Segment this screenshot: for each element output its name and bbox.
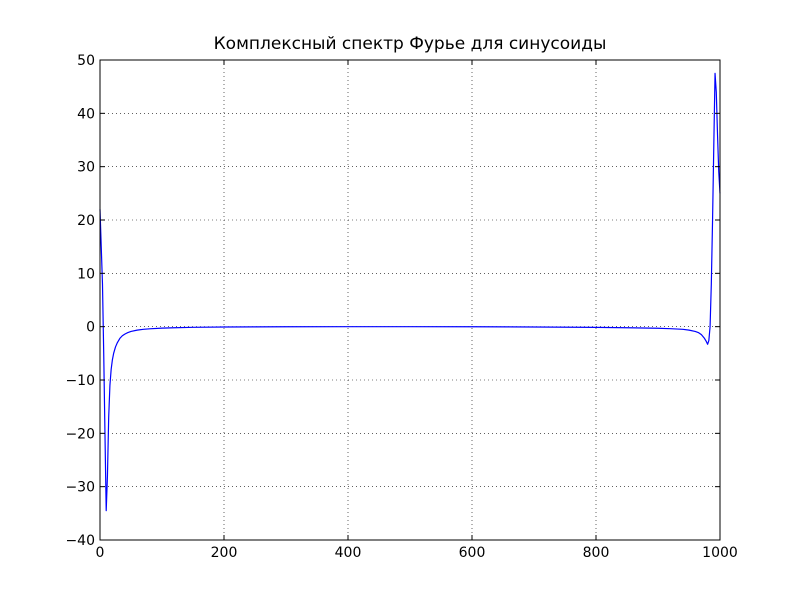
y-tick-label: −20 bbox=[65, 426, 95, 442]
x-tick-label: 800 bbox=[583, 545, 610, 561]
y-tick-label: −30 bbox=[65, 480, 95, 496]
series-layer bbox=[99, 72, 721, 512]
y-tick-label: −10 bbox=[65, 373, 95, 389]
x-tick-label: 200 bbox=[211, 545, 238, 561]
y-tick-label: 40 bbox=[77, 106, 95, 122]
x-tick-label: 1000 bbox=[702, 545, 738, 561]
series-line bbox=[99, 72, 721, 512]
y-tick-label: 30 bbox=[77, 160, 95, 176]
x-tick-label: 600 bbox=[459, 545, 486, 561]
y-tick-label: 0 bbox=[86, 320, 95, 336]
grid-layer bbox=[100, 60, 720, 540]
y-tick-label: 50 bbox=[77, 53, 95, 69]
y-tick-label: 10 bbox=[77, 266, 95, 282]
y-tick-label: 20 bbox=[77, 213, 95, 229]
chart-title: Комплексный спектр Фурье для синусоиды bbox=[214, 34, 607, 54]
x-tick-label: 400 bbox=[335, 545, 362, 561]
plot-background bbox=[100, 60, 720, 540]
label-layer: 0 200 400 600 800 1000 −40 −30 −20 −10 0 10 20 30 40 50 bbox=[65, 53, 737, 561]
y-tick-label: −40 bbox=[65, 533, 95, 549]
plot-frame bbox=[99, 59, 721, 541]
x-tick-label: 0 bbox=[96, 545, 105, 561]
